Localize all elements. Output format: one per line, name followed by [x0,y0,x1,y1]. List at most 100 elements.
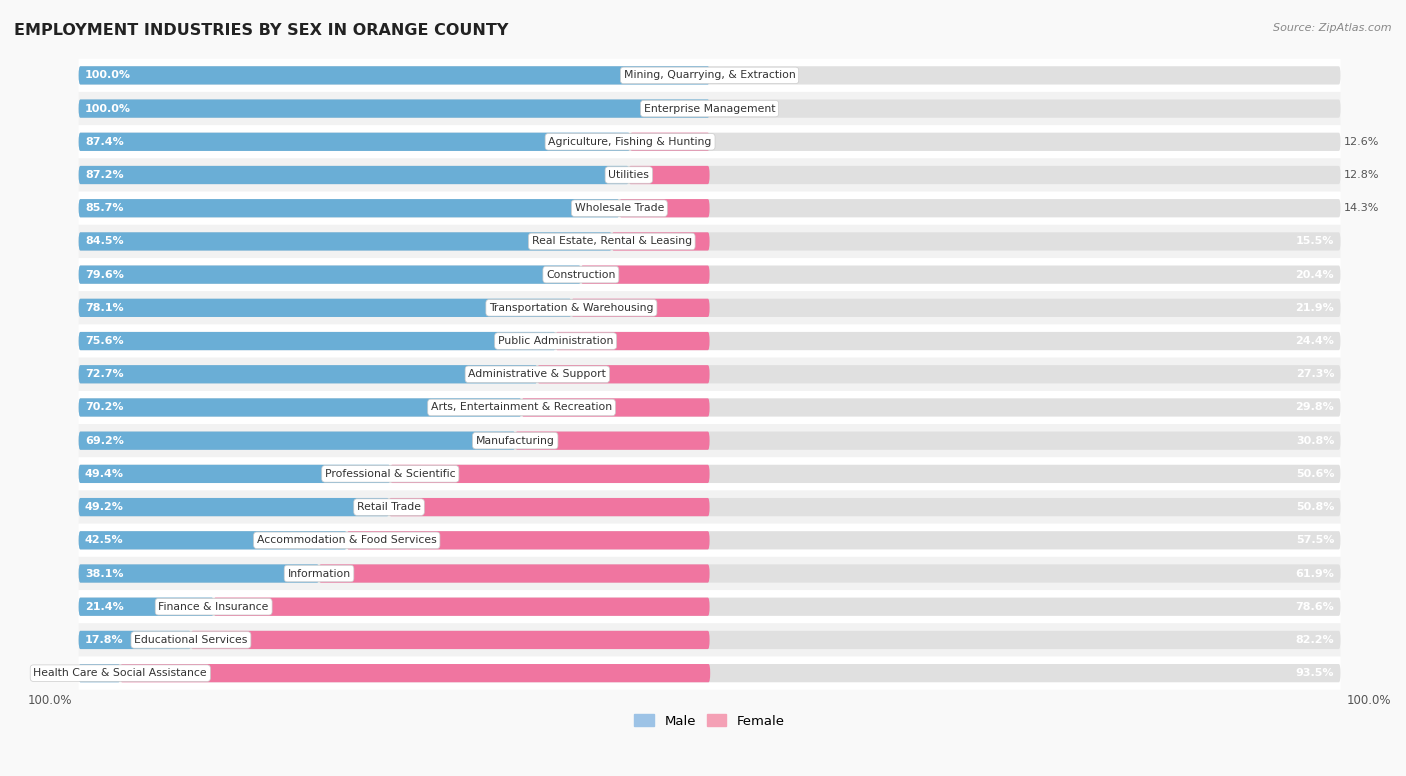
Text: 50.6%: 50.6% [1296,469,1334,479]
FancyBboxPatch shape [79,564,1340,583]
FancyBboxPatch shape [537,365,710,383]
FancyBboxPatch shape [121,664,710,682]
FancyBboxPatch shape [79,598,1340,616]
FancyBboxPatch shape [391,465,710,483]
Text: 12.8%: 12.8% [1344,170,1379,180]
Text: 84.5%: 84.5% [84,237,124,247]
Text: 27.3%: 27.3% [1296,369,1334,379]
Text: Manufacturing: Manufacturing [475,435,555,445]
FancyBboxPatch shape [79,365,1340,383]
Text: 78.1%: 78.1% [84,303,124,313]
FancyBboxPatch shape [79,258,1340,291]
FancyBboxPatch shape [319,564,710,583]
FancyBboxPatch shape [79,324,1340,358]
FancyBboxPatch shape [79,199,620,217]
Text: 12.6%: 12.6% [1344,137,1379,147]
FancyBboxPatch shape [79,192,1340,225]
FancyBboxPatch shape [79,431,515,450]
Text: Real Estate, Rental & Leasing: Real Estate, Rental & Leasing [531,237,692,247]
FancyBboxPatch shape [581,265,710,284]
FancyBboxPatch shape [79,398,522,417]
FancyBboxPatch shape [79,664,1340,682]
Text: 72.7%: 72.7% [84,369,124,379]
Text: Wholesale Trade: Wholesale Trade [575,203,664,213]
Legend: Male, Female: Male, Female [628,709,790,733]
FancyBboxPatch shape [522,398,710,417]
FancyBboxPatch shape [79,631,191,649]
FancyBboxPatch shape [79,265,1340,284]
Text: 6.6%: 6.6% [48,668,76,678]
FancyBboxPatch shape [347,532,710,549]
Text: 79.6%: 79.6% [84,269,124,279]
Text: Retail Trade: Retail Trade [357,502,420,512]
Text: 87.2%: 87.2% [84,170,124,180]
Text: 85.7%: 85.7% [84,203,124,213]
FancyBboxPatch shape [79,133,1340,151]
FancyBboxPatch shape [79,265,581,284]
Text: Educational Services: Educational Services [134,635,247,645]
FancyBboxPatch shape [79,291,1340,324]
FancyBboxPatch shape [79,656,1340,690]
FancyBboxPatch shape [79,598,214,616]
FancyBboxPatch shape [79,532,347,549]
FancyBboxPatch shape [79,457,1340,490]
FancyBboxPatch shape [630,133,710,151]
FancyBboxPatch shape [79,498,389,516]
Text: 50.8%: 50.8% [1296,502,1334,512]
FancyBboxPatch shape [515,431,710,450]
FancyBboxPatch shape [79,66,1340,85]
Text: 78.6%: 78.6% [1295,601,1334,611]
FancyBboxPatch shape [628,166,710,184]
FancyBboxPatch shape [191,631,710,649]
FancyBboxPatch shape [214,598,710,616]
FancyBboxPatch shape [79,398,1340,417]
FancyBboxPatch shape [79,465,1340,483]
Text: Accommodation & Food Services: Accommodation & Food Services [257,535,437,546]
Text: Enterprise Management: Enterprise Management [644,103,775,113]
FancyBboxPatch shape [79,125,1340,158]
FancyBboxPatch shape [79,557,1340,590]
FancyBboxPatch shape [79,465,391,483]
Text: 15.5%: 15.5% [1296,237,1334,247]
Text: Health Care & Social Assistance: Health Care & Social Assistance [34,668,207,678]
Text: Arts, Entertainment & Recreation: Arts, Entertainment & Recreation [432,403,612,413]
FancyBboxPatch shape [555,332,710,350]
FancyBboxPatch shape [79,299,1340,317]
FancyBboxPatch shape [620,199,710,217]
Text: Finance & Insurance: Finance & Insurance [159,601,269,611]
FancyBboxPatch shape [79,66,710,85]
FancyBboxPatch shape [79,133,630,151]
FancyBboxPatch shape [79,424,1340,457]
Text: 100.0%: 100.0% [84,103,131,113]
Text: 14.3%: 14.3% [1344,203,1379,213]
FancyBboxPatch shape [79,590,1340,623]
FancyBboxPatch shape [79,623,1340,656]
Text: 42.5%: 42.5% [84,535,124,546]
Text: Transportation & Warehousing: Transportation & Warehousing [489,303,654,313]
Text: 49.2%: 49.2% [84,502,124,512]
Text: Public Administration: Public Administration [498,336,613,346]
FancyBboxPatch shape [79,299,571,317]
Text: 100.0%: 100.0% [28,694,73,707]
FancyBboxPatch shape [79,199,1340,217]
Text: 75.6%: 75.6% [84,336,124,346]
FancyBboxPatch shape [79,225,1340,258]
Text: 61.9%: 61.9% [1295,569,1334,579]
FancyBboxPatch shape [612,232,710,251]
FancyBboxPatch shape [79,99,710,118]
FancyBboxPatch shape [79,332,555,350]
Text: 70.2%: 70.2% [84,403,124,413]
Text: 30.8%: 30.8% [1296,435,1334,445]
Text: 49.4%: 49.4% [84,469,124,479]
FancyBboxPatch shape [79,564,319,583]
Text: Construction: Construction [546,269,616,279]
Text: 93.5%: 93.5% [1296,668,1334,678]
Text: 20.4%: 20.4% [1295,269,1334,279]
FancyBboxPatch shape [79,166,1340,184]
Text: 69.2%: 69.2% [84,435,124,445]
FancyBboxPatch shape [79,166,628,184]
FancyBboxPatch shape [79,664,121,682]
FancyBboxPatch shape [79,431,1340,450]
Text: 38.1%: 38.1% [84,569,124,579]
Text: 57.5%: 57.5% [1296,535,1334,546]
